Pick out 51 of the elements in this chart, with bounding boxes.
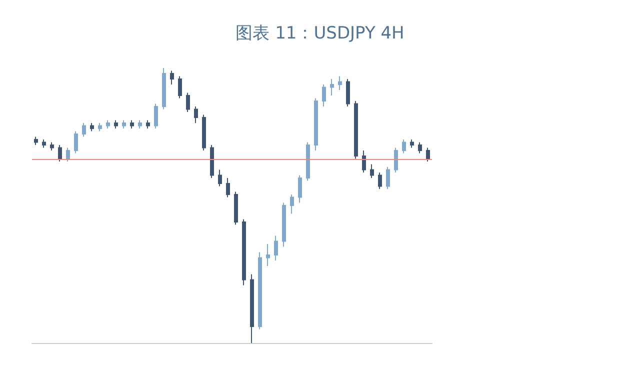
candlestick [410, 139, 414, 148]
candlestick [418, 142, 422, 154]
candlestick [242, 218, 246, 286]
candlestick [362, 150, 366, 173]
candlestick [202, 114, 206, 151]
candlestick [186, 92, 190, 112]
candlestick [250, 274, 254, 344]
candlestick [42, 139, 46, 148]
candlestick [426, 147, 430, 162]
candlestick [298, 174, 302, 204]
candlestick [122, 120, 126, 129]
candlestick [130, 120, 134, 129]
candlestick [354, 100, 358, 160]
chart-title: 图表 11：USDJPY 4H [236, 24, 404, 44]
candlestick [394, 147, 398, 173]
candlestick [274, 235, 278, 261]
candlestick [178, 76, 182, 99]
candlestick [170, 70, 174, 85]
candlestick [154, 103, 158, 129]
candlestick [138, 120, 142, 129]
candlestick [378, 172, 382, 190]
candlestick [74, 130, 78, 154]
candlestick [290, 194, 294, 214]
candlestick [66, 147, 70, 162]
candlestick [258, 252, 262, 330]
candlestick [210, 144, 214, 178]
candlestick [50, 142, 54, 151]
candlestick [34, 136, 38, 146]
candlestick [146, 120, 150, 129]
candlestick [266, 244, 270, 266]
candlestick [402, 139, 406, 154]
candlestick [370, 164, 374, 178]
candlestick [58, 144, 62, 162]
candlestick [90, 122, 94, 132]
candlestick [314, 98, 318, 151]
candlestick [98, 122, 102, 132]
candlestick [234, 191, 238, 226]
candlestick [330, 78, 334, 96]
candlestick [226, 178, 230, 198]
candlestick [322, 84, 326, 107]
candlestick [114, 120, 118, 129]
candlestick [162, 68, 166, 110]
candlestick [106, 120, 110, 129]
candlestick [306, 142, 310, 182]
candlestick [282, 202, 286, 248]
candlestick [218, 169, 222, 187]
candlestick [194, 106, 198, 124]
candlestick [338, 76, 342, 90]
candlestick [82, 122, 86, 138]
candlestick [386, 166, 390, 190]
candlestick [346, 78, 350, 107]
